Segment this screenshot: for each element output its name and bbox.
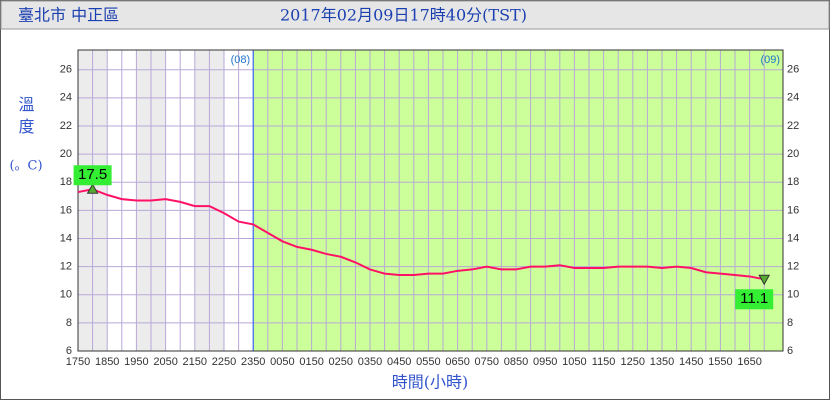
x-tick-label: 0350 (358, 356, 382, 368)
day-label: (09) (760, 54, 780, 66)
y-tick-label-right: 8 (787, 317, 793, 329)
timestamp: 2017年02月09日17時40分(TST) (280, 6, 527, 25)
x-label: 時間(小時) (392, 373, 469, 392)
value-label: 11.1 (740, 290, 768, 307)
x-tick-label: 1750 (66, 356, 90, 368)
series-line (77, 188, 765, 281)
y-tick-label: 22 (60, 120, 72, 132)
y-tick-label: 14 (60, 232, 72, 244)
plot-border (77, 49, 784, 352)
x-tick-label: 1850 (95, 356, 119, 368)
y-tick-label: 24 (60, 92, 72, 104)
x-tick-label: 1550 (708, 356, 732, 368)
y-tick-label-right: 16 (787, 204, 799, 216)
x-tick-label: 1650 (737, 356, 761, 368)
x-tick-label: 0950 (533, 356, 557, 368)
x-tick-label: 1950 (124, 356, 148, 368)
x-tick-label: 0750 (475, 356, 499, 368)
x-tick-label: 0450 (387, 356, 411, 368)
y-tick-label: 6 (66, 345, 72, 357)
value-label: 17.5 (78, 166, 107, 183)
x-tick-label: 2250 (212, 356, 236, 368)
x-tick-label: 1050 (562, 356, 586, 368)
future-band (253, 50, 783, 351)
y-tick-label: 12 (60, 261, 72, 273)
y-tick-label-right: 22 (787, 120, 799, 132)
y-tick-label-right: 10 (787, 289, 799, 301)
y-label: 溫度 (16, 96, 35, 140)
x-tick-label: 1350 (650, 356, 674, 368)
y-tick-label-right: 12 (787, 261, 799, 273)
y-tick-label-right: 18 (787, 176, 799, 188)
x-tick-label: 0850 (504, 356, 528, 368)
x-tick-label: 0150 (299, 356, 323, 368)
day-label: (08) (231, 54, 251, 66)
x-tick-label: 2150 (183, 356, 207, 368)
y-tick-label-right: 14 (787, 232, 799, 244)
y-tick-label-right: 24 (787, 92, 799, 104)
y-tick-label: 20 (60, 148, 72, 160)
y-tick-label: 18 (60, 176, 72, 188)
y-tick-label-right: 6 (787, 345, 793, 357)
value-label-box (735, 289, 774, 310)
x-tick-label: 2050 (153, 356, 177, 368)
min-marker (758, 274, 771, 286)
x-tick-label: 1450 (679, 356, 703, 368)
location: 臺北市 中正區 (18, 6, 119, 25)
y-tick-label-right: 20 (787, 148, 799, 160)
y-tick-label: 16 (60, 204, 72, 216)
y-tick-label: 26 (60, 64, 72, 76)
x-tick-label: 0250 (329, 356, 353, 368)
x-tick-label: 0650 (445, 356, 469, 368)
y-tick-label-right: 26 (787, 64, 799, 76)
y-tick-label: 10 (60, 289, 72, 301)
x-tick-label: 0550 (416, 356, 440, 368)
y-unit: (。C) (9, 159, 42, 174)
y-tick-label: 8 (66, 317, 72, 329)
x-tick-label: 1150 (592, 356, 616, 368)
header-bar (0, 0, 830, 30)
x-tick-label: 0050 (270, 356, 294, 368)
max-marker (86, 183, 99, 194)
x-tick-label: 1250 (621, 356, 645, 368)
x-tick-label: 2350 (241, 356, 265, 368)
value-label-box (73, 165, 112, 186)
